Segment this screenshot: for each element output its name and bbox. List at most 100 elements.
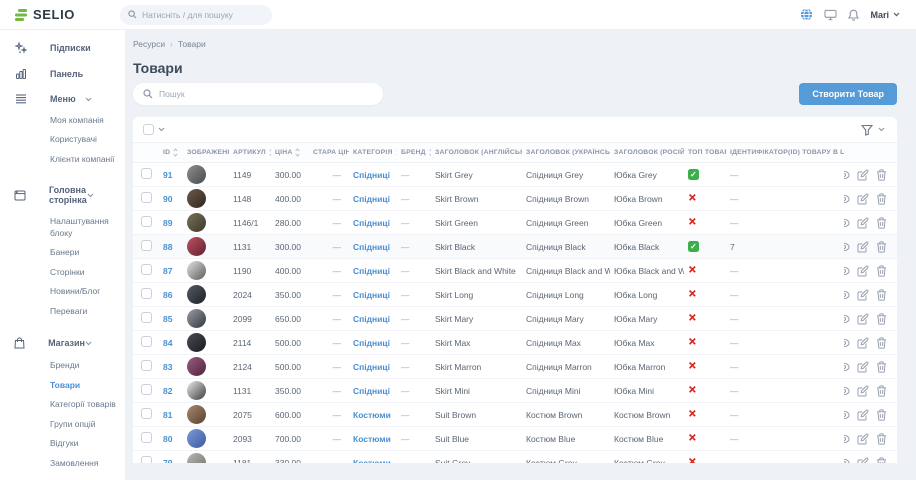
edit-button[interactable] <box>857 457 869 463</box>
edit-button[interactable] <box>857 193 869 205</box>
product-id-link[interactable]: 83 <box>163 361 173 372</box>
product-id-link[interactable]: 88 <box>163 241 173 252</box>
edit-button[interactable] <box>857 241 869 253</box>
view-button[interactable] <box>844 290 850 300</box>
global-search-input[interactable] <box>142 9 264 20</box>
product-category-link[interactable]: Спідниці <box>353 241 390 252</box>
product-category-link[interactable]: Спідниці <box>353 265 390 276</box>
product-category-link[interactable]: Спідниці <box>353 337 390 348</box>
view-button[interactable] <box>844 386 850 396</box>
view-button[interactable] <box>844 194 850 204</box>
row-checkbox[interactable] <box>141 408 152 419</box>
sidebar-section-4[interactable]: Магазин <box>0 330 125 356</box>
product-category-link[interactable]: Спідниці <box>353 385 390 396</box>
sidebar-item[interactable]: Сторінки <box>50 266 85 277</box>
delete-button[interactable] <box>876 216 887 229</box>
delete-button[interactable] <box>876 432 887 445</box>
view-button[interactable] <box>844 266 850 276</box>
view-button[interactable] <box>844 242 850 252</box>
row-checkbox[interactable] <box>141 456 152 463</box>
edit-button[interactable] <box>857 169 869 181</box>
sidebar-item[interactable]: Клієнти компанії <box>50 153 115 164</box>
sort-icon[interactable] <box>295 148 301 157</box>
row-checkbox[interactable] <box>141 192 152 203</box>
sidebar-item[interactable]: Налаштування блоку <box>50 216 109 238</box>
product-category-link[interactable]: Спідниці <box>353 289 390 300</box>
sidebar-item[interactable]: Групи опцій <box>50 418 96 429</box>
sidebar-item[interactable]: Банери <box>50 247 80 258</box>
view-button[interactable] <box>844 434 850 444</box>
sidebar-section-1[interactable]: Панель <box>0 61 125 87</box>
product-id-link[interactable]: 82 <box>163 385 173 396</box>
product-category-link[interactable]: Спідниці <box>353 361 390 372</box>
edit-button[interactable] <box>857 361 869 373</box>
edit-button[interactable] <box>857 337 869 349</box>
product-id-link[interactable]: 87 <box>163 265 173 276</box>
product-id-link[interactable]: 80 <box>163 433 173 444</box>
view-button[interactable] <box>844 362 850 372</box>
delete-button[interactable] <box>876 408 887 421</box>
sidebar-item[interactable]: Бренди <box>50 360 80 371</box>
product-id-link[interactable]: 89 <box>163 217 173 228</box>
create-product-button[interactable]: Створити Товар <box>799 83 897 105</box>
sidebar-section-2[interactable]: Меню <box>0 87 125 111</box>
product-id-link[interactable]: 85 <box>163 313 173 324</box>
sort-icon[interactable] <box>173 148 178 157</box>
sidebar-item[interactable]: Відгуки <box>50 438 79 449</box>
product-category-link[interactable]: Спідниці <box>353 313 390 324</box>
row-checkbox[interactable] <box>141 360 152 371</box>
row-checkbox[interactable] <box>141 336 152 347</box>
breadcrumb-resources[interactable]: Ресурси <box>133 39 166 49</box>
view-button[interactable] <box>844 458 850 463</box>
edit-button[interactable] <box>857 433 869 445</box>
sidebar-item[interactable]: Замовлення <box>50 457 99 468</box>
product-id-link[interactable]: 91 <box>163 169 173 180</box>
product-category-link[interactable]: Костюми <box>353 457 391 464</box>
product-category-link[interactable]: Костюми <box>353 409 391 420</box>
row-checkbox[interactable] <box>141 168 152 179</box>
row-checkbox[interactable] <box>141 312 152 323</box>
sidebar-item[interactable]: Переваги <box>50 305 88 316</box>
row-checkbox[interactable] <box>141 264 152 275</box>
bell-icon[interactable] <box>848 9 860 21</box>
delete-button[interactable] <box>876 384 887 397</box>
delete-button[interactable] <box>876 240 887 253</box>
globe-icon[interactable] <box>800 8 813 21</box>
product-category-link[interactable]: Костюми <box>353 433 391 444</box>
sort-icon[interactable] <box>395 148 397 157</box>
delete-button[interactable] <box>876 264 887 277</box>
row-checkbox[interactable] <box>141 216 152 227</box>
user-menu[interactable]: Mari <box>870 10 900 20</box>
delete-button[interactable] <box>876 360 887 373</box>
view-button[interactable] <box>844 314 850 324</box>
sidebar-item[interactable]: Моя компанія <box>50 115 104 125</box>
product-category-link[interactable]: Спідниці <box>353 217 390 228</box>
delete-button[interactable] <box>876 336 887 349</box>
monitor-icon[interactable] <box>824 9 838 21</box>
row-checkbox[interactable] <box>141 432 152 443</box>
view-button[interactable] <box>844 170 850 180</box>
product-category-link[interactable]: Спідниці <box>353 193 390 204</box>
edit-button[interactable] <box>857 265 869 277</box>
sidebar-item-active[interactable]: Товари <box>50 379 81 390</box>
sidebar-section-3[interactable]: Головна сторінка <box>0 178 125 212</box>
view-button[interactable] <box>844 410 850 420</box>
view-button[interactable] <box>844 218 850 228</box>
filter-control[interactable] <box>861 124 885 136</box>
select-menu-chevron-icon[interactable] <box>158 127 165 132</box>
product-id-link[interactable]: 86 <box>163 289 173 300</box>
edit-button[interactable] <box>857 409 869 421</box>
edit-button[interactable] <box>857 385 869 397</box>
product-id-link[interactable]: 79 <box>163 457 173 464</box>
row-checkbox[interactable] <box>141 384 152 395</box>
delete-button[interactable] <box>876 192 887 205</box>
sidebar-item[interactable]: Категорії товарів <box>50 399 116 410</box>
product-id-link[interactable]: 84 <box>163 337 173 348</box>
product-id-link[interactable]: 90 <box>163 193 173 204</box>
sidebar-section-0[interactable]: Підписки <box>0 35 125 61</box>
products-search-input[interactable] <box>159 89 373 99</box>
edit-button[interactable] <box>857 289 869 301</box>
sidebar-item[interactable]: Новини/Блог <box>50 286 101 297</box>
delete-button[interactable] <box>876 312 887 325</box>
product-category-link[interactable]: Спідниці <box>353 169 390 180</box>
